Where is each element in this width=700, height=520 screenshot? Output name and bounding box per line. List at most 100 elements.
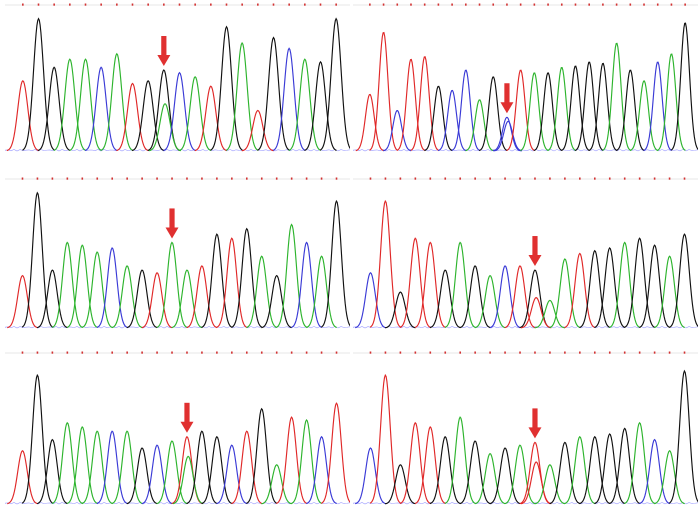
peak-G xyxy=(579,435,611,505)
baseline-noise xyxy=(5,149,350,152)
base-tick xyxy=(147,3,149,6)
peak-A xyxy=(444,416,476,505)
peak-C xyxy=(354,272,386,329)
base-tick xyxy=(506,3,508,6)
base-tick xyxy=(519,351,521,354)
base-tick xyxy=(84,3,87,6)
baseline-noise xyxy=(353,326,698,329)
peak-G xyxy=(37,66,71,152)
base-tick xyxy=(608,351,611,354)
peak-A xyxy=(474,452,506,505)
base-tick xyxy=(126,351,128,354)
peak-T xyxy=(564,252,596,329)
peak-A xyxy=(474,274,506,329)
base-tick xyxy=(53,3,55,6)
peak-A xyxy=(288,58,322,152)
peak-T xyxy=(410,56,439,151)
base-tick xyxy=(492,3,495,6)
base-tick xyxy=(201,351,203,354)
base-tick xyxy=(668,177,671,180)
base-tick xyxy=(156,177,158,180)
secondary-peak-T xyxy=(520,461,552,505)
peak-G xyxy=(668,369,698,504)
base-tick xyxy=(171,177,173,180)
base-tick xyxy=(141,351,143,354)
peak-C xyxy=(489,265,521,329)
base-tick xyxy=(201,177,203,180)
base-tick xyxy=(171,351,173,354)
chromatogram-trace-bottom-right xyxy=(353,351,698,505)
base-tick xyxy=(81,177,84,180)
base-tick xyxy=(320,177,323,180)
base-tick xyxy=(100,3,102,6)
peak-C xyxy=(216,444,248,505)
base-tick xyxy=(668,351,671,354)
down-arrow-icon xyxy=(500,83,514,114)
peak-A xyxy=(156,241,188,329)
chromatogram-panel-middle-left xyxy=(5,176,350,346)
peak-A xyxy=(66,244,98,329)
peak-A xyxy=(654,450,685,505)
base-tick xyxy=(474,177,476,180)
peak-A xyxy=(171,269,203,329)
base-tick xyxy=(670,3,673,6)
peak-C xyxy=(492,116,522,152)
peak-A xyxy=(291,419,322,505)
peak-T xyxy=(369,199,401,328)
base-tick xyxy=(519,3,522,6)
chromatogram-panel-top-right xyxy=(353,2,698,172)
peak-T xyxy=(506,69,535,152)
peak-A xyxy=(534,464,566,505)
peak-T xyxy=(504,265,536,329)
peak-A xyxy=(306,255,337,329)
base-tick xyxy=(382,3,385,6)
peak-A xyxy=(53,58,87,152)
base-tick xyxy=(444,351,447,354)
peak-G xyxy=(459,265,491,329)
peak-T xyxy=(231,430,263,505)
peak-G xyxy=(320,199,350,328)
down-arrow-icon xyxy=(180,402,194,433)
base-tick xyxy=(116,3,118,6)
baseline-noise xyxy=(5,326,350,329)
peak-A xyxy=(51,241,83,329)
base-tick xyxy=(643,3,645,6)
baseline-noise xyxy=(353,149,698,152)
base-tick xyxy=(305,177,308,180)
base-tick xyxy=(396,3,399,6)
base-tick xyxy=(683,351,686,354)
peak-G xyxy=(304,60,337,152)
base-tick xyxy=(186,351,188,354)
base-tick xyxy=(37,3,40,6)
base-tick xyxy=(131,3,134,6)
base-tick xyxy=(81,351,84,354)
peak-A xyxy=(81,251,113,329)
base-tick xyxy=(534,351,536,354)
peak-G xyxy=(201,435,233,505)
base-tick xyxy=(320,351,323,354)
peak-A xyxy=(111,265,143,329)
peak-G xyxy=(22,17,55,151)
base-tick xyxy=(593,351,596,354)
base-tick xyxy=(629,3,632,6)
peak-T xyxy=(7,274,38,329)
base-tick xyxy=(684,3,686,6)
base-tick xyxy=(533,3,536,6)
base-tick xyxy=(231,177,233,180)
chromatogram-trace-top-left xyxy=(5,3,350,152)
peak-G xyxy=(384,291,416,329)
base-tick xyxy=(504,351,506,354)
peak-T xyxy=(399,421,431,505)
base-tick xyxy=(564,177,566,180)
base-tick xyxy=(638,177,641,180)
base-tick xyxy=(245,177,248,180)
peak-G xyxy=(36,269,68,329)
peak-G xyxy=(429,435,461,505)
baseline-noise xyxy=(353,502,698,505)
peak-A xyxy=(69,58,102,152)
peak-A xyxy=(111,430,143,505)
base-tick xyxy=(547,3,549,6)
base-tick xyxy=(96,351,99,354)
down-arrow-icon xyxy=(157,36,171,66)
base-tick xyxy=(163,3,165,6)
